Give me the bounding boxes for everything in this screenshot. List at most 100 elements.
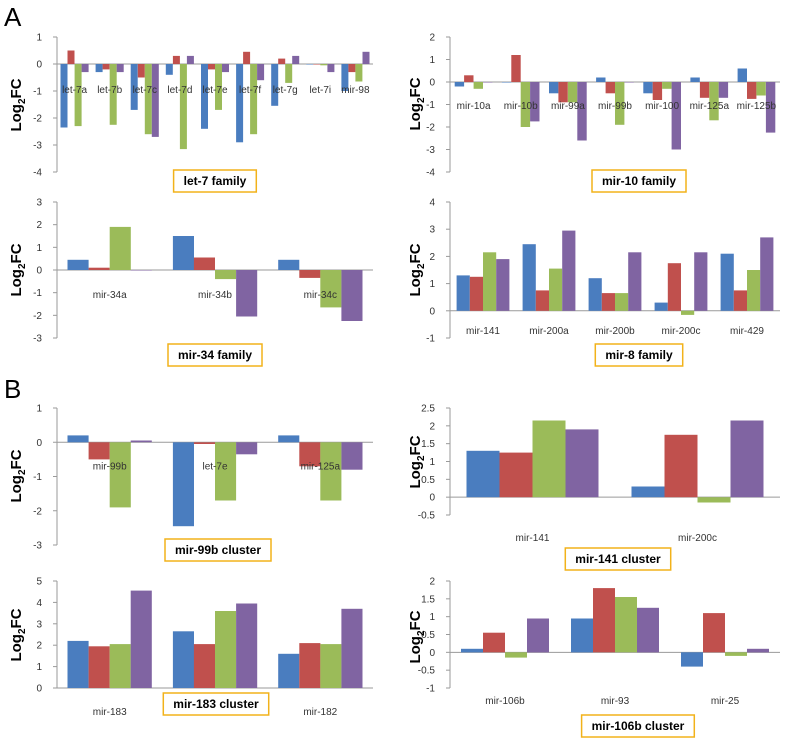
- category-label: mir-34a: [93, 290, 127, 301]
- bar: [278, 58, 286, 64]
- bar: [699, 82, 710, 98]
- bar: [605, 82, 615, 94]
- bar: [250, 64, 258, 135]
- y-tick-label: -2: [33, 311, 42, 322]
- bar: [615, 293, 629, 311]
- bar: [562, 230, 576, 311]
- category-label: let-7i: [309, 85, 331, 96]
- y-tick-label: 1: [36, 662, 42, 673]
- chart-0: 1 0 -1 -2 -3 -4 let-7a let-7b let-7c let-7d let-7e…: [8, 33, 373, 193]
- category-label: mir-99b: [598, 101, 632, 112]
- bar: [530, 82, 540, 122]
- y-tick-label: 1: [36, 243, 42, 254]
- bar: [473, 82, 483, 89]
- title-frame: [167, 343, 263, 367]
- bar: [709, 82, 719, 121]
- chart-title: mir-183 cluster: [173, 697, 259, 711]
- y-tick-label: 4: [429, 198, 435, 209]
- bar: [662, 82, 672, 89]
- category-label: mir-125a: [301, 461, 341, 472]
- bar: [461, 648, 483, 653]
- bar: [236, 270, 258, 317]
- bar: [720, 253, 734, 311]
- y-tick-label: 0: [429, 648, 435, 659]
- y-axis-label: Log2FC: [407, 610, 427, 663]
- panel-label-a: A: [4, 2, 22, 32]
- bar: [341, 442, 363, 470]
- bar: [496, 259, 510, 311]
- bar: [320, 442, 342, 501]
- y-axis-label: Log2FC: [407, 77, 427, 130]
- bar: [667, 263, 681, 311]
- category-label: mir-99b: [93, 461, 127, 472]
- bar: [718, 82, 729, 98]
- bar: [285, 64, 293, 83]
- bar: [348, 64, 356, 73]
- bar: [243, 51, 251, 64]
- bar: [130, 64, 138, 110]
- bar: [703, 613, 725, 653]
- bar: [172, 631, 194, 688]
- category-label: mir-141: [466, 326, 500, 337]
- y-tick-label: 1: [429, 612, 435, 623]
- category-label: let-7a: [62, 85, 87, 96]
- chart-title-box: mir-99b cluster: [164, 538, 272, 562]
- bar: [193, 257, 215, 270]
- bar: [593, 588, 615, 653]
- y-tick-label: -3: [33, 141, 42, 152]
- bar: [320, 64, 328, 66]
- title-frame: [164, 538, 272, 562]
- category-label: let-7g: [273, 85, 298, 96]
- y-tick-label: -2: [33, 114, 42, 125]
- y-tick-label: 3: [36, 619, 42, 630]
- y-axis-label: Log2FC: [8, 608, 28, 661]
- bar: [278, 653, 300, 688]
- bar: [532, 420, 566, 498]
- chart-title-box: mir-141 cluster: [564, 547, 672, 571]
- bar: [362, 51, 370, 64]
- bar: [236, 603, 258, 688]
- y-tick-label: 2: [36, 220, 42, 231]
- bar: [179, 64, 187, 150]
- chart-title: mir-141 cluster: [575, 552, 661, 566]
- bar: [215, 611, 237, 688]
- bar: [652, 82, 663, 100]
- category-label: let-7e: [202, 461, 227, 472]
- chart-title: let-7 family: [184, 174, 247, 188]
- chart-3: 4 3 2 1 0 -1 mir-141 mir-200a mir-200b mir-200c mi…: [407, 198, 780, 367]
- bar: [88, 442, 110, 460]
- chart-title: mir-8 family: [605, 348, 673, 362]
- bar: [130, 440, 152, 443]
- bar: [756, 82, 766, 96]
- bar: [144, 64, 152, 135]
- y-axis-label: Log2FC: [8, 449, 28, 502]
- title-frame: [591, 169, 687, 193]
- chart-title-box: mir-183 cluster: [162, 692, 270, 716]
- bar: [81, 64, 89, 73]
- title-frame: [580, 714, 696, 738]
- category-label: let-7e: [202, 85, 227, 96]
- bar: [501, 82, 512, 83]
- y-tick-label: -1: [33, 87, 42, 98]
- y-axis-label: Log2FC: [8, 243, 28, 296]
- y-tick-label: -4: [33, 168, 42, 179]
- y-tick-label: -2: [426, 123, 435, 134]
- bar: [60, 64, 68, 128]
- category-label: mir-200a: [529, 326, 569, 337]
- bar: [299, 442, 321, 467]
- bar: [102, 64, 110, 70]
- y-tick-label: -1: [33, 288, 42, 299]
- y-tick-label: 2: [429, 577, 435, 588]
- y-tick-label: 0: [36, 60, 42, 71]
- y-tick-label: -4: [426, 168, 435, 179]
- bar: [208, 64, 215, 70]
- chart-5: 2.5 2 1.5 1 0.5 0 -0.5 mir-141 mir-200c Log2FC mir…: [407, 404, 780, 571]
- y-tick-label: 0: [429, 78, 435, 89]
- bar: [654, 302, 668, 311]
- bar: [760, 237, 774, 311]
- bar: [172, 442, 194, 527]
- bar: [116, 64, 124, 73]
- bar: [737, 68, 747, 82]
- bar: [631, 486, 665, 498]
